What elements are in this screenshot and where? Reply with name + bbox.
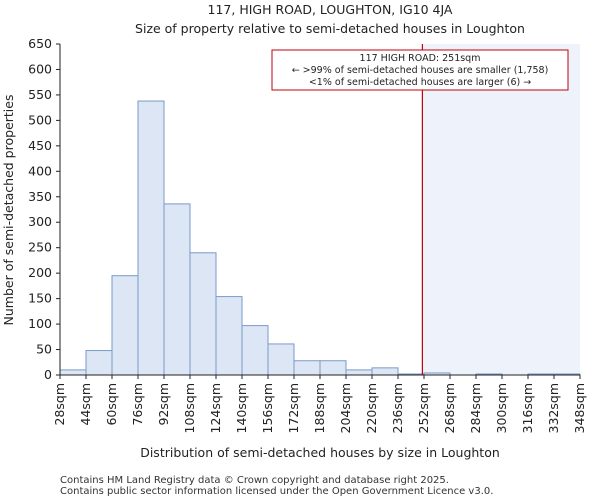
y-tick-label: 300 [28,214,52,229]
bar-204sqm [345,369,373,376]
annotation-line-1: 117 HIGH ROAD: 251sqm [360,53,481,64]
y-tick-label: 400 [28,163,52,178]
x-tick-label: 124sqm [208,383,223,433]
x-tick-label: 348sqm [572,383,587,433]
x-tick-label: 140sqm [234,383,249,433]
x-tick-label: 188sqm [312,383,327,433]
y-tick-label: 100 [28,316,52,331]
x-tick-label: 60sqm [104,383,119,426]
bar-156sqm [267,343,295,376]
x-axis-title: Distribution of semi-detached houses by … [140,445,500,460]
y-tick-label: 200 [28,265,52,280]
x-tick-label: 156sqm [260,383,275,433]
x-tick-label: 28sqm [52,383,67,426]
x-tick-label: 108sqm [182,383,197,433]
x-tick-label: 44sqm [78,383,93,426]
x-tick-label: 172sqm [286,383,301,433]
bar-28sqm [59,369,87,376]
bar-220sqm [371,367,399,376]
x-tick-label: 268sqm [442,383,457,433]
annotation-box: 117 HIGH ROAD: 251sqm ← >99% of semi-det… [271,49,569,91]
bar-76sqm [137,100,165,376]
x-tick-label: 284sqm [468,383,483,433]
x-tick-label: 332sqm [546,383,561,433]
bar-44sqm [85,350,113,376]
y-tick-label: 450 [28,138,52,153]
x-tick-label: 300sqm [494,383,509,433]
y-tick-label: 50 [36,342,52,357]
y-tick-label: 0 [44,367,52,382]
y-ticks: 0 50 100 150 200 250 300 350 400 450 500 550 600 650 [28,36,60,382]
bars-group [59,100,581,376]
x-tick-label: 316sqm [520,383,535,433]
chart-title: 117, HIGH ROAD, LOUGHTON, IG10 4JA [208,2,453,17]
x-tick-label: 92sqm [156,383,171,426]
x-tick-label: 204sqm [338,383,353,433]
y-tick-label: 650 [28,36,52,51]
bar-172sqm [293,360,321,376]
x-tick-label: 252sqm [416,383,431,433]
bar-92sqm [163,203,191,376]
annotation-line-3: <1% of semi-detached houses are larger (… [309,77,531,88]
annotation-line-2: ← >99% of semi-detached houses are small… [292,65,549,76]
bar-188sqm [319,360,347,376]
x-tick-label: 76sqm [130,383,145,426]
x-ticks: 28sqm 44sqm 60sqm 76sqm 92sqm 108sqm 124sqm 140… [52,375,587,433]
y-tick-label: 250 [28,240,52,255]
y-tick-label: 500 [28,112,52,127]
footer-line-1: Contains HM Land Registry data © Crown c… [60,475,449,486]
y-axis-title: Number of semi-detached properties [1,95,16,326]
footer-line-2: Contains public sector information licen… [60,486,493,497]
x-tick-label: 236sqm [390,383,405,433]
y-tick-label: 350 [28,189,52,204]
y-tick-label: 550 [28,87,52,102]
bar-108sqm [189,252,217,376]
y-tick-label: 150 [28,291,52,306]
chart-subtitle: Size of property relative to semi-detach… [135,21,525,36]
x-tick-label: 220sqm [364,383,379,433]
bar-124sqm [215,296,243,376]
bar-60sqm [111,275,139,376]
larger-properties-shading [422,44,580,375]
bar-140sqm [241,325,269,376]
y-tick-label: 600 [28,61,52,76]
